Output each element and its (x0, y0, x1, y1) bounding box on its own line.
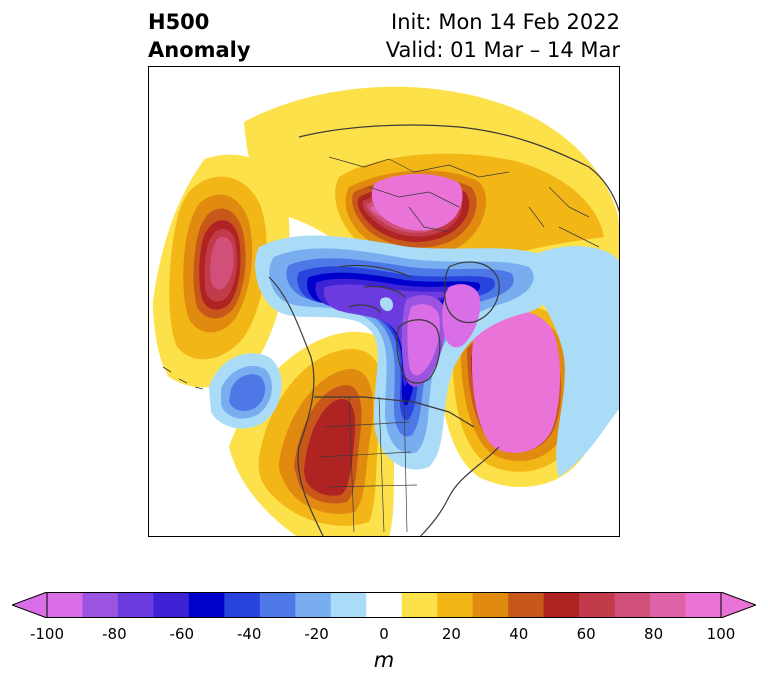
colorbar-cell (401, 592, 438, 618)
colorbar-cell (153, 592, 190, 618)
canada-us-border (314, 396, 475, 428)
anomaly-map-canvas (152, 86, 619, 536)
colorbar-tick-label: -60 (169, 625, 195, 643)
arctic-archipelago (338, 264, 412, 314)
colorbar-cell (82, 592, 119, 618)
colorbar-tick-label: 0 (379, 625, 389, 643)
colorbar-tick-label: 100 (706, 625, 736, 643)
map-dates: Init: Mon 14 Feb 2022 Valid: 01 Mar – 14… (386, 8, 620, 64)
colorbar-cell (472, 592, 509, 618)
colorbar-cell (579, 592, 615, 618)
greenland (444, 261, 500, 324)
positive-layer-50-us (304, 399, 356, 496)
colorbar-cell (295, 592, 332, 618)
colorbar-tick-labels: -100 -80 -60 -40 -20 0 20 40 60 80 100 (0, 625, 768, 645)
positive-layer-70-pacific (210, 236, 234, 290)
colorbar-cell (224, 592, 261, 618)
title-anomaly: Anomaly (148, 38, 251, 62)
negative-anomaly-gap-highlight (379, 297, 393, 312)
colorbar-cells (47, 592, 722, 618)
negative-layer-100-hudson (442, 284, 481, 348)
colorbar-cell (685, 592, 722, 618)
asia-interior-borders (328, 156, 510, 233)
colorbar-cell (117, 592, 154, 618)
valid-date-label: Valid: 01 Mar – 14 Mar (385, 38, 620, 62)
colorbar-cell (47, 592, 83, 618)
colorbar (12, 592, 756, 618)
colorbar-tick-label: -100 (29, 625, 65, 643)
map-title: H500 Anomaly (148, 8, 251, 64)
negative-anomaly-northeast-atlantic (529, 246, 619, 477)
eurasia-coast (298, 124, 619, 213)
colorbar-outline (46, 592, 722, 618)
colorbar-tick-label: -40 (236, 625, 262, 643)
north-america-east-coast (420, 446, 500, 536)
anomaly-map (148, 66, 620, 537)
colorbar-unit-label: m (373, 648, 395, 672)
colorbar-extend-low (12, 592, 48, 618)
contour-fields (152, 86, 619, 536)
init-date-label: Init: Mon 14 Feb 2022 (391, 10, 620, 34)
colorbar-tick-label: 20 (441, 625, 461, 643)
colorbar-cell (614, 592, 651, 618)
colorbar-cell (543, 592, 580, 618)
colorbar-tick-label: -20 (304, 625, 329, 643)
positive-layer-90-arctic (371, 174, 463, 231)
positive-layer-90-atlantic (471, 310, 561, 453)
us-state-lines (318, 396, 418, 533)
hudson-bay (396, 319, 441, 384)
colorbar-tick-label: -80 (102, 625, 127, 643)
colorbar-tick-label: 60 (576, 625, 596, 643)
colorbar-cell (366, 592, 403, 618)
negative-layer-40-alaska (229, 374, 266, 412)
north-america-west-coast (268, 276, 324, 536)
colorbar-cell (508, 592, 545, 618)
colorbar-tick-label: 80 (644, 625, 664, 643)
colorbar-cell (259, 592, 296, 618)
colorbar-cell (188, 592, 225, 618)
aleutian-islands (162, 366, 204, 390)
colorbar-cell (650, 592, 686, 618)
colorbar-cell (330, 592, 367, 618)
colorbar-tick-label: 40 (509, 625, 529, 643)
colorbar-cell (437, 592, 474, 618)
negative-layer-100 (407, 304, 440, 376)
title-variable: H500 (148, 10, 210, 34)
europe-borders (528, 186, 600, 248)
colorbar-extend-high (720, 592, 756, 618)
coastlines (162, 124, 619, 536)
